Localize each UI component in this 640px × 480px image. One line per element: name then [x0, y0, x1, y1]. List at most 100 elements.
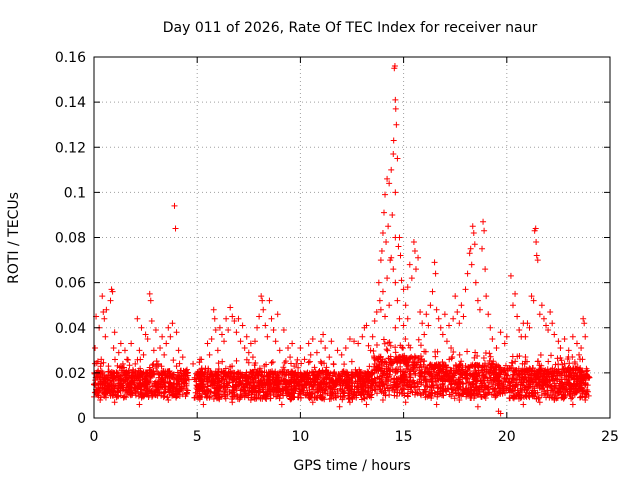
data-point [126, 362, 133, 369]
data-point [402, 302, 409, 309]
data-point [272, 338, 279, 345]
data-point [237, 369, 244, 376]
data-point [415, 336, 422, 343]
data-point [572, 367, 579, 374]
data-point [107, 297, 114, 304]
data-point [422, 348, 429, 355]
data-point [97, 387, 104, 394]
data-point [452, 387, 459, 394]
data-point [202, 391, 209, 398]
data-point [99, 382, 106, 389]
data-point [493, 371, 500, 378]
data-point [386, 339, 393, 346]
data-point [198, 393, 205, 400]
data-point [270, 381, 277, 388]
data-point [462, 375, 469, 382]
data-point [252, 373, 259, 380]
data-point [440, 383, 447, 390]
data-point [222, 395, 229, 402]
data-point [317, 358, 324, 365]
data-point [386, 180, 393, 187]
data-point [378, 248, 385, 255]
data-point [423, 383, 430, 390]
data-point [418, 381, 425, 388]
data-point [263, 361, 270, 368]
data-point [354, 389, 361, 396]
data-point [97, 374, 104, 381]
data-point [283, 383, 290, 390]
data-point [555, 338, 562, 345]
data-point [506, 389, 513, 396]
data-point [398, 277, 405, 284]
data-point [437, 324, 444, 331]
data-point [136, 401, 143, 408]
data-point [354, 382, 361, 389]
data-point [212, 392, 219, 399]
data-point [452, 379, 459, 386]
data-point [488, 380, 495, 387]
grid-lines [94, 57, 610, 418]
data-point [166, 389, 173, 396]
data-point [223, 381, 230, 388]
data-point [125, 356, 132, 363]
data-point [236, 396, 243, 403]
data-point [102, 389, 109, 396]
data-point [388, 254, 395, 261]
data-point [402, 336, 409, 343]
data-point [348, 358, 355, 365]
data-point [366, 393, 373, 400]
data-point [429, 288, 436, 295]
data-point [399, 386, 406, 393]
data-point [456, 320, 463, 327]
data-point [450, 348, 457, 355]
data-point [527, 383, 534, 390]
data-point [298, 386, 305, 393]
data-point [565, 368, 572, 375]
data-point [479, 245, 486, 252]
data-point [421, 331, 428, 338]
data-point [524, 367, 531, 374]
data-point [384, 275, 391, 282]
data-point [358, 374, 365, 381]
data-point [176, 360, 183, 367]
data-point [237, 338, 244, 345]
data-point [521, 384, 528, 391]
data-point [305, 340, 312, 347]
data-point [333, 394, 340, 401]
data-point [158, 363, 165, 370]
data-point [265, 377, 272, 384]
data-point [332, 373, 339, 380]
data-point [486, 389, 493, 396]
data-point [543, 322, 550, 329]
data-point [336, 403, 343, 410]
data-point [535, 358, 542, 365]
data-point [557, 345, 564, 352]
data-point [459, 374, 466, 381]
data-point [513, 376, 520, 383]
y-tick-label: 0.12 [55, 140, 86, 156]
data-point [314, 372, 321, 379]
data-point [386, 302, 393, 309]
data-point [113, 394, 120, 401]
data-point [225, 327, 232, 334]
data-point [148, 317, 155, 324]
data-point [414, 383, 421, 390]
data-point [97, 396, 104, 403]
data-point [185, 376, 192, 383]
data-point [416, 386, 423, 393]
data-point [339, 396, 346, 403]
data-point [273, 378, 280, 385]
data-point [227, 304, 234, 311]
data-point [383, 239, 390, 246]
data-point [229, 363, 236, 370]
data-point [307, 392, 314, 399]
data-point [446, 322, 453, 329]
data-point [439, 331, 446, 338]
data-point [581, 388, 588, 395]
data-point [140, 351, 147, 358]
data-point [137, 373, 144, 380]
data-point [341, 361, 348, 368]
data-point [241, 345, 248, 352]
data-point [247, 396, 254, 403]
data-point [210, 306, 217, 313]
